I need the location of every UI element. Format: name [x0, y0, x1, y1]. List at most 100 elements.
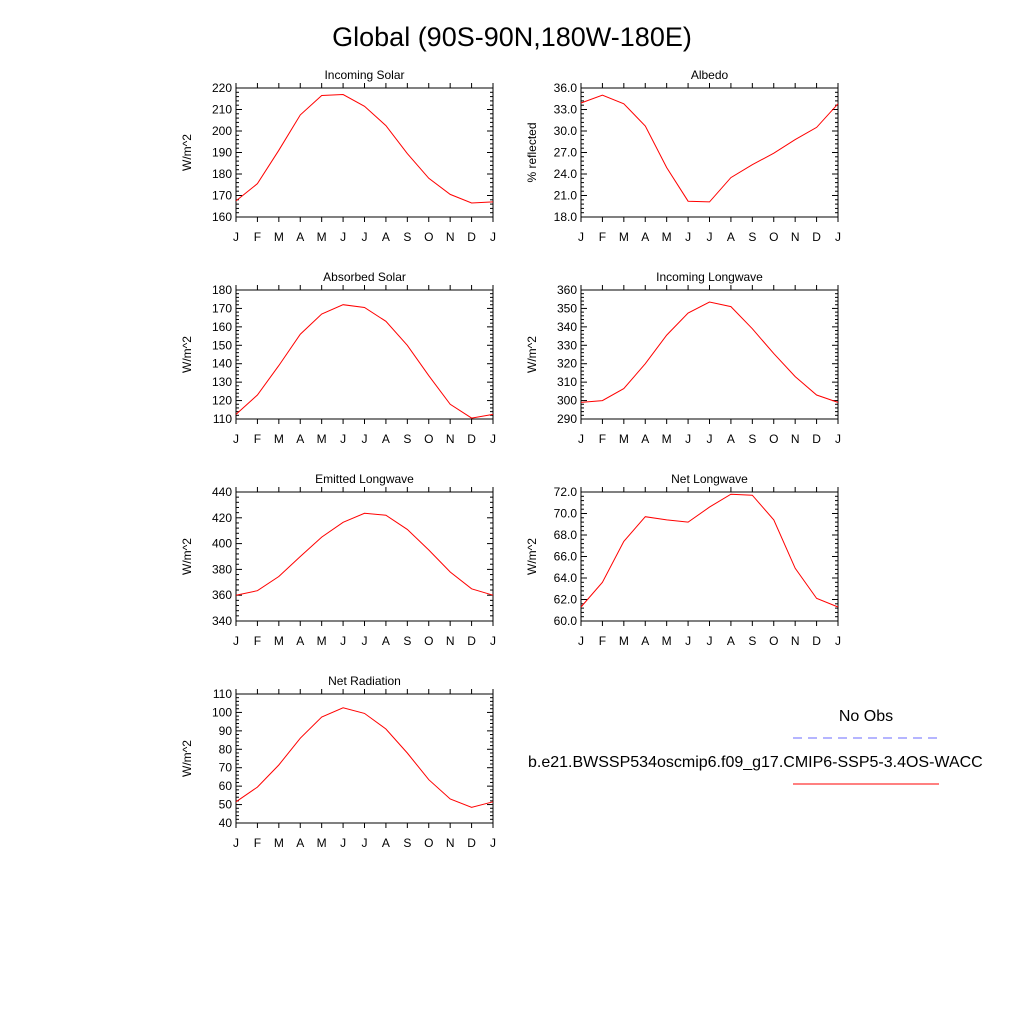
x-tick-label: J [340, 836, 346, 850]
x-tick-label: F [254, 432, 261, 446]
x-tick-label: J [233, 230, 239, 244]
y-tick-label: 33.0 [554, 103, 578, 117]
x-tick-label: A [296, 634, 304, 648]
x-tick-label: M [662, 634, 672, 648]
x-tick-label: A [641, 230, 649, 244]
y-axis-label: W/m^2 [180, 134, 194, 171]
chart-net-longwave: Net Longwave 60.0 62.0 64.0 66.0 68.0 70.0 72.0… [525, 472, 841, 648]
page-title: Global (90S-90N,180W-180E) [332, 22, 692, 52]
y-tick-label: 200 [212, 124, 232, 138]
x-tick-label: S [403, 634, 411, 648]
x-tick-label: A [382, 432, 390, 446]
y-tick-label: 62.0 [554, 593, 578, 607]
y-tick-label: 180 [212, 283, 232, 297]
x-tick-label: D [812, 230, 821, 244]
y-tick-label: 290 [557, 412, 577, 426]
x-tick-label: M [274, 836, 284, 850]
x-tick-label: O [769, 230, 778, 244]
y-tick-label: 120 [212, 394, 232, 408]
y-tick-label: 340 [557, 320, 577, 334]
x-tick-label: J [490, 836, 496, 850]
x-tick-label: J [707, 432, 713, 446]
y-tick-label: 210 [212, 103, 232, 117]
x-tick-label: D [467, 634, 476, 648]
y-tick-label: 140 [212, 357, 232, 371]
y-tick-label: 36.0 [554, 81, 578, 95]
x-tick-label: J [835, 432, 841, 446]
y-tick-label: 360 [557, 283, 577, 297]
y-tick-label: 220 [212, 81, 232, 95]
x-tick-label: J [233, 634, 239, 648]
y-axis-label: W/m^2 [180, 336, 194, 373]
x-tick-label: M [274, 432, 284, 446]
x-tick-label: J [490, 432, 496, 446]
x-tick-label: N [446, 432, 455, 446]
x-tick-label: J [685, 230, 691, 244]
y-tick-label: 21.0 [554, 189, 578, 203]
x-tick-label: M [619, 230, 629, 244]
x-tick-label: N [446, 836, 455, 850]
y-tick-label: 64.0 [554, 571, 578, 585]
y-tick-label: 60.0 [554, 614, 578, 628]
x-tick-label: M [274, 230, 284, 244]
x-tick-label: A [727, 634, 735, 648]
x-tick-label: S [403, 230, 411, 244]
y-axis-label: W/m^2 [525, 336, 539, 373]
x-tick-label: D [812, 634, 821, 648]
x-tick-label: O [424, 836, 433, 850]
y-tick-label: 350 [557, 301, 577, 315]
x-tick-label: J [340, 432, 346, 446]
y-tick-label: 72.0 [554, 485, 578, 499]
chart-title: Absorbed Solar [323, 270, 406, 284]
x-tick-label: N [791, 432, 800, 446]
x-tick-label: M [619, 634, 629, 648]
x-tick-label: J [233, 836, 239, 850]
plot-frame [235, 491, 494, 622]
y-tick-label: 170 [212, 301, 232, 315]
y-tick-label: 27.0 [554, 146, 578, 160]
y-tick-label: 160 [212, 210, 232, 224]
y-axis-label: W/m^2 [180, 740, 194, 777]
x-tick-label: M [662, 230, 672, 244]
y-tick-label: 190 [212, 146, 232, 160]
y-tick-label: 110 [213, 412, 232, 426]
chart-title: Net Radiation [328, 674, 401, 688]
x-tick-label: O [424, 634, 433, 648]
x-tick-label: N [791, 634, 800, 648]
x-tick-label: D [812, 432, 821, 446]
x-tick-label: S [748, 230, 756, 244]
x-tick-label: J [233, 432, 239, 446]
series-line [580, 94, 839, 203]
x-tick-label: A [727, 230, 735, 244]
y-tick-label: 50 [219, 798, 233, 812]
x-tick-label: M [662, 432, 672, 446]
series-line [235, 512, 494, 596]
x-tick-label: A [727, 432, 735, 446]
x-tick-label: D [467, 836, 476, 850]
x-tick-label: A [296, 432, 304, 446]
chart-incoming-longwave: Incoming Longwave 290 300 310 320 330 340 350 36… [525, 270, 841, 446]
x-tick-label: F [599, 230, 606, 244]
series-line [235, 707, 494, 808]
chart-title: Emitted Longwave [315, 472, 414, 486]
y-tick-label: 400 [212, 537, 232, 551]
x-tick-label: M [317, 836, 327, 850]
x-tick-label: J [835, 230, 841, 244]
y-tick-label: 60 [219, 779, 233, 793]
series-line [580, 301, 839, 403]
y-tick-label: 330 [557, 338, 577, 352]
chart-title: Net Longwave [671, 472, 748, 486]
x-tick-label: O [769, 634, 778, 648]
plot-frame [235, 289, 494, 420]
x-tick-label: A [382, 230, 390, 244]
y-tick-label: 440 [212, 485, 232, 499]
x-tick-label: D [467, 432, 476, 446]
x-tick-label: S [748, 634, 756, 648]
y-tick-label: 170 [212, 189, 232, 203]
x-tick-label: J [362, 634, 368, 648]
x-tick-label: A [641, 634, 649, 648]
